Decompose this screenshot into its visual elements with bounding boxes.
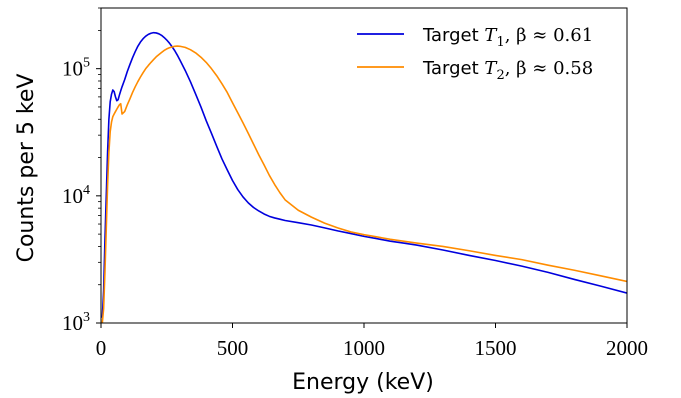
x-tick-label: 1500 — [475, 336, 517, 360]
series-line-1 — [101, 31, 627, 318]
series-layer — [101, 31, 627, 323]
legend-label-2: Target T2, β ≈ 0.58 — [422, 58, 593, 83]
series-line-2 — [101, 45, 627, 323]
y-tick-label: 104 — [62, 183, 90, 208]
axes-layer: 0 500 1000 1500 2000 103 104 105 — [62, 7, 648, 360]
x-tick-label: 1000 — [343, 336, 385, 360]
x-tick-label: 0 — [96, 336, 107, 360]
x-axis-label: Energy (keV) — [292, 370, 434, 395]
x-tick-label: 500 — [217, 336, 249, 360]
y-tick-label: 105 — [62, 56, 90, 81]
x-tick-label: 2000 — [606, 336, 648, 360]
y-tick-label: 103 — [62, 310, 90, 335]
legend: Target T1, β ≈ 0.61 Target T2, β ≈ 0.58 — [357, 25, 593, 83]
legend-label-1: Target T1, β ≈ 0.61 — [422, 25, 593, 50]
plot-frame — [100, 7, 628, 324]
y-axis-label: Counts per 5 keV — [14, 74, 39, 263]
